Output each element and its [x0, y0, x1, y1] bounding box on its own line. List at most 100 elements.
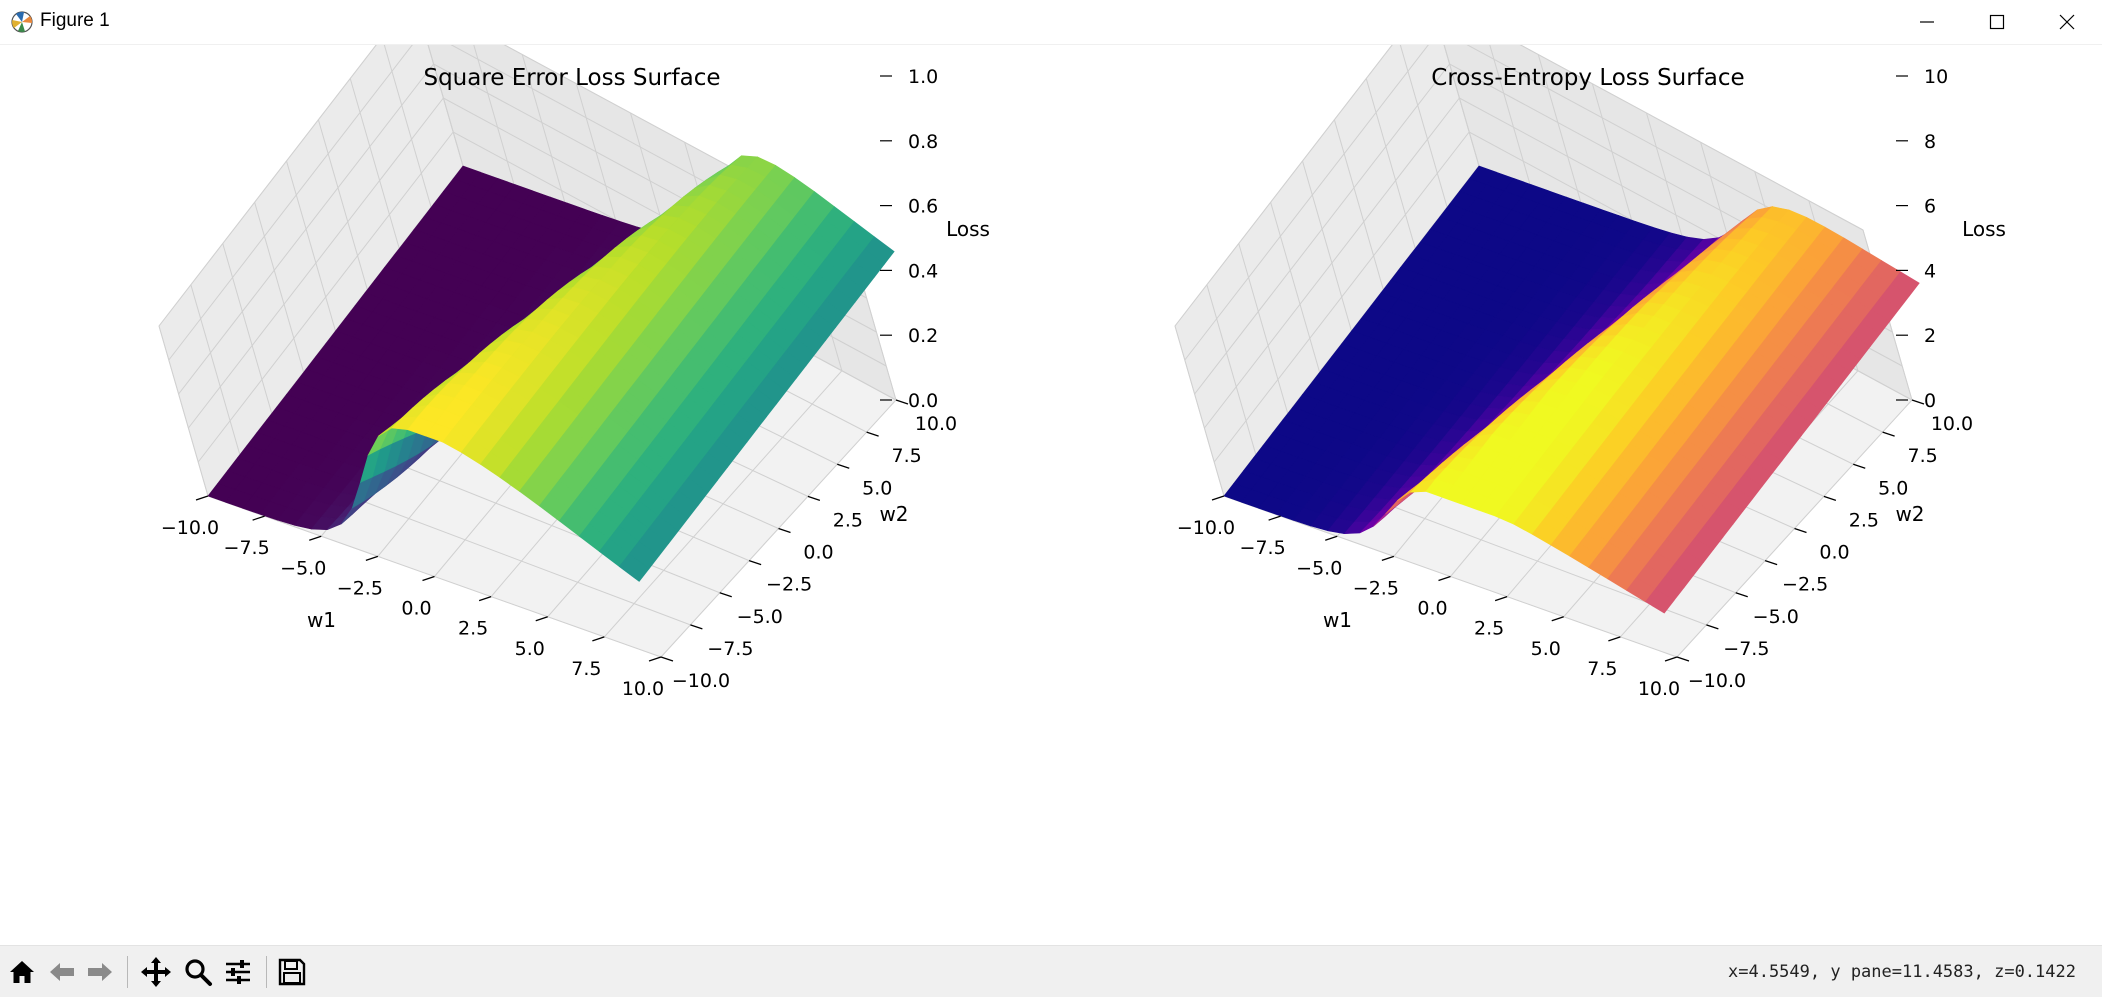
y-tick-label: 0.0 [803, 542, 833, 564]
x-tick [535, 616, 548, 622]
close-icon [2059, 14, 2075, 30]
cursor-coordinates: x=4.5549, y pane=11.4583, z=0.1422 [1728, 962, 2076, 982]
minimize-icon [1920, 21, 1934, 23]
z-tick-label: 6 [1924, 196, 1936, 218]
save-button[interactable] [274, 954, 310, 990]
figure-canvas[interactable]: Square Error Loss Surface−10.0−7.5−5.0−2… [0, 45, 2102, 945]
close-button[interactable] [2032, 0, 2102, 44]
x-tick-label: −5.0 [1296, 557, 1342, 579]
left-grid-y [254, 202, 305, 373]
x-tick-label: 10.0 [1638, 678, 1680, 700]
z-grid [1194, 63, 1883, 395]
x-tick-label: −2.5 [337, 577, 383, 599]
x-tick-label: 10.0 [622, 678, 664, 700]
left-grid-y [1270, 202, 1321, 373]
navigation-toolbar: x=4.5549, y pane=11.4583, z=0.1422 [0, 945, 2102, 997]
left-grid-y [222, 243, 273, 414]
window-title: Figure 1 [40, 10, 110, 31]
y-tick-label: −2.5 [1782, 574, 1828, 596]
z-tick-label: 1.0 [908, 66, 938, 88]
x-tick [1494, 596, 1508, 602]
left-grid-y [427, 45, 464, 167]
y-tick [837, 463, 850, 469]
y-tick [1823, 495, 1837, 501]
x-tick-label: 7.5 [1587, 658, 1617, 680]
x-tick [1664, 656, 1678, 662]
floppy-disk-icon [278, 958, 306, 986]
left-grid-y [1443, 45, 1480, 167]
maximize-icon [1989, 14, 2005, 30]
toolbar-separator [127, 956, 128, 988]
left-grid-y [1302, 160, 1352, 332]
home-button[interactable] [4, 954, 40, 990]
x-axis-label: w1 [307, 608, 336, 632]
toolbar-separator [266, 956, 267, 988]
move-arrows-icon [141, 957, 171, 987]
y-tick [1794, 527, 1807, 534]
subplot-2: Cross-Entropy Loss Surface−10.0−7.5−5.0−… [1174, 45, 2006, 700]
left-grid-y [349, 78, 400, 249]
left-grid-y [1399, 45, 1448, 208]
z-tick-label: 0 [1924, 390, 1936, 412]
x-tick [592, 636, 605, 642]
x-tick-label: 5.0 [515, 638, 545, 660]
loss-surface [207, 155, 895, 582]
x-tick-label: 5.0 [1531, 638, 1561, 660]
y-tick [690, 624, 703, 630]
y-tick-label: −10.0 [672, 670, 730, 692]
x-tick [365, 555, 379, 561]
z-tick-label: 8 [1924, 131, 1936, 153]
y-tick [807, 495, 821, 501]
chart-title: Square Error Loss Surface [423, 65, 720, 91]
pan-button[interactable] [138, 954, 174, 990]
y-tick-label: −7.5 [707, 638, 753, 660]
x-tick-label: −7.5 [1240, 537, 1286, 559]
forward-button[interactable] [82, 954, 118, 990]
maximize-button[interactable] [1962, 0, 2032, 44]
arrow-left-icon [50, 963, 74, 981]
left-grid-y [1238, 243, 1289, 414]
matplotlib-app-icon [11, 11, 33, 33]
y-tick [895, 399, 909, 405]
y-tick [866, 431, 879, 437]
z-axis-label: Loss [1962, 217, 2006, 241]
y-tick-label: 2.5 [833, 509, 863, 531]
z-tick-label: 4 [1924, 260, 1936, 282]
z-grid [1184, 45, 1874, 361]
y-tick-label: 10.0 [1931, 413, 1973, 435]
floor-grid-x [604, 370, 843, 638]
y-tick-label: 0.0 [1819, 542, 1849, 564]
z-grid [1174, 45, 1864, 327]
y-tick-label: −2.5 [766, 574, 812, 596]
left-grid-y [1174, 325, 1225, 497]
left-grid-y [1206, 284, 1257, 455]
y-tick [778, 527, 791, 534]
configure-subplots-button[interactable] [220, 954, 256, 990]
z-tick-label: 0.6 [908, 196, 938, 218]
home-icon [10, 961, 34, 983]
z-tick-label: 2 [1924, 325, 1936, 347]
x-tick [422, 575, 435, 582]
y-tick-label: 5.0 [1878, 477, 1908, 499]
x-axis-label: w1 [1323, 608, 1352, 632]
y-tick [1882, 431, 1895, 437]
window-titlebar: Figure 1 [0, 0, 2102, 45]
subplot-1: Square Error Loss Surface−10.0−7.5−5.0−2… [158, 45, 990, 700]
y-tick-label: 10.0 [915, 413, 957, 435]
loss-surface [1223, 165, 1920, 614]
x-tick-label: 0.0 [401, 598, 431, 620]
x-tick [1325, 535, 1338, 541]
y-tick [1911, 399, 1925, 405]
back-button[interactable] [44, 954, 80, 990]
x-tick [252, 515, 265, 521]
x-tick-label: 7.5 [571, 658, 601, 680]
back-grid-x [521, 54, 572, 225]
y-tick [1853, 463, 1866, 469]
y-tick-label: 7.5 [892, 445, 922, 467]
minimize-button[interactable] [1892, 0, 1962, 44]
zoom-button[interactable] [180, 954, 216, 990]
x-tick [1268, 515, 1281, 521]
z-tick-label: 0.4 [908, 260, 938, 282]
x-tick-label: −10.0 [1177, 517, 1235, 539]
y-tick-label: −7.5 [1723, 638, 1769, 660]
